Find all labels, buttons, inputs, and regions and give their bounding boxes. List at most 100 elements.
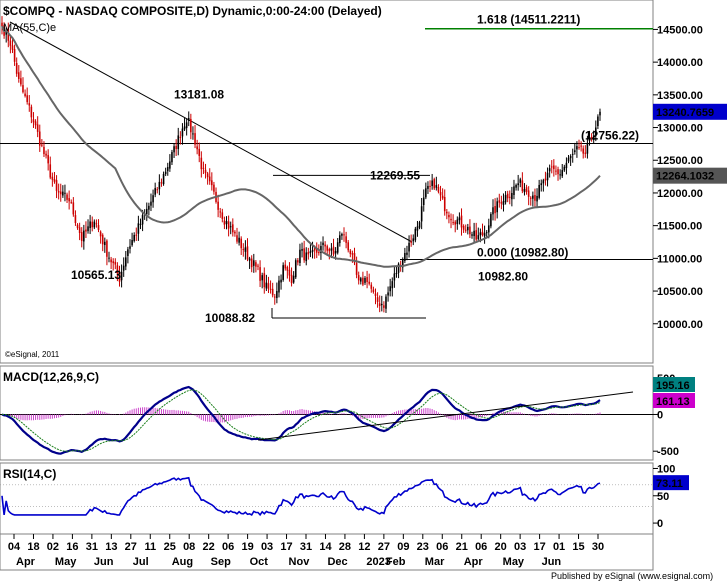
candle-body — [395, 272, 398, 274]
candle-body — [261, 275, 263, 281]
low-10088-label: 10088.82 — [205, 311, 255, 325]
candle-body — [15, 62, 18, 74]
macd-signal-line — [1, 389, 601, 452]
candle-body — [540, 183, 543, 186]
candle-body — [546, 172, 549, 181]
candle-body — [62, 191, 64, 196]
candle-body — [87, 226, 89, 232]
x-tick-label: 28 — [339, 541, 351, 553]
price-y-tick-label: 14000.00 — [657, 57, 703, 69]
candle-body — [341, 234, 343, 236]
candle-body — [460, 215, 463, 228]
candle-body — [164, 171, 167, 175]
candle-body — [204, 169, 207, 174]
candle-body — [582, 148, 585, 154]
candle-body — [324, 244, 326, 247]
candle-body — [137, 223, 140, 234]
candle-body — [93, 221, 96, 228]
macd-value-tag-text: 195.16 — [656, 380, 690, 392]
candle-body — [175, 145, 177, 150]
resistance-12756-label: (12756.22) — [581, 128, 639, 142]
resistance-12269-label: 12269.55 — [370, 168, 420, 182]
ma-legend: MA(55,C)e — [3, 22, 56, 34]
candle-body — [5, 29, 7, 35]
price-panel — [0, 0, 654, 364]
candle-body — [576, 146, 578, 150]
rsi-value-tag — [653, 475, 689, 491]
candle-body — [565, 162, 568, 169]
candle-body — [150, 201, 152, 206]
x-month-label: May — [503, 556, 525, 568]
candle-body — [229, 226, 232, 228]
candle-body — [227, 221, 230, 229]
ma-value-tag — [653, 167, 727, 184]
price-y-tick-label: 12000.00 — [657, 188, 703, 200]
x-tick-label: 17 — [280, 541, 292, 553]
candle-body — [446, 211, 448, 214]
rsi-y-axis: 100 50 0 — [0, 463, 675, 530]
candle-body — [529, 197, 532, 199]
candle-body — [490, 214, 492, 227]
candle-body — [450, 218, 452, 221]
x-tick-label: 06 — [222, 541, 234, 553]
candle-body — [521, 180, 524, 192]
candle-body — [410, 241, 412, 243]
candle-body — [433, 179, 436, 189]
low-10982-label: 10982.80 — [478, 269, 528, 283]
candle-body — [257, 265, 259, 267]
candle-body — [74, 215, 77, 223]
candle-body — [597, 116, 599, 127]
candle-body — [248, 258, 251, 261]
candle-body — [59, 191, 62, 195]
price-y-tick-label: 13000.00 — [657, 123, 703, 135]
candle-body — [173, 146, 175, 153]
x-month-label: Jun — [94, 556, 114, 568]
candle-body — [599, 111, 601, 116]
candle-body — [563, 166, 566, 171]
x-tick-label: 04 — [8, 541, 21, 553]
candle-body — [385, 296, 387, 309]
candle-body — [427, 185, 429, 189]
candle-body — [28, 103, 31, 106]
macd-y-tick-label: 0 — [657, 409, 663, 421]
candle-body — [99, 231, 102, 237]
candle-body — [494, 206, 496, 214]
candle-body — [183, 126, 186, 130]
candle-body — [429, 185, 431, 187]
candle-body — [523, 189, 526, 193]
candle-body — [376, 297, 379, 302]
candle-body — [475, 230, 478, 240]
x-tick-label: 03 — [261, 541, 273, 553]
last-price-tag — [653, 103, 727, 120]
rsi-y-tick-label: 100 — [657, 463, 675, 475]
candle-body — [309, 251, 312, 253]
x-month-label: Nov — [289, 556, 311, 568]
candle-body — [135, 234, 138, 236]
overlay-lines — [0, 21, 653, 319]
candle-body — [53, 179, 56, 182]
candle-body — [76, 224, 79, 228]
price-y-tick-label: 13500.00 — [657, 90, 703, 102]
candle-body — [339, 235, 341, 244]
macd-trendline — [257, 391, 634, 441]
candle-body — [273, 296, 276, 298]
macd-tags: 195.16 161.13 — [653, 377, 695, 408]
candle-body — [250, 258, 253, 268]
candle-body — [116, 265, 119, 274]
candle-body — [343, 234, 345, 236]
candle-body — [534, 195, 536, 201]
candle-body — [57, 191, 60, 193]
candle-body — [471, 234, 473, 236]
candle-body — [567, 157, 570, 162]
candle-body — [536, 195, 538, 202]
candle-body — [454, 221, 457, 225]
candle-body — [437, 187, 440, 192]
candle-body — [236, 235, 238, 242]
candle-body — [78, 227, 81, 233]
x-month-label: May — [55, 556, 77, 568]
x-tick-label: 13 — [105, 541, 117, 553]
candle-body — [557, 169, 559, 175]
candle-body — [532, 195, 534, 199]
candle-body — [225, 221, 228, 225]
candle-body — [544, 178, 547, 181]
